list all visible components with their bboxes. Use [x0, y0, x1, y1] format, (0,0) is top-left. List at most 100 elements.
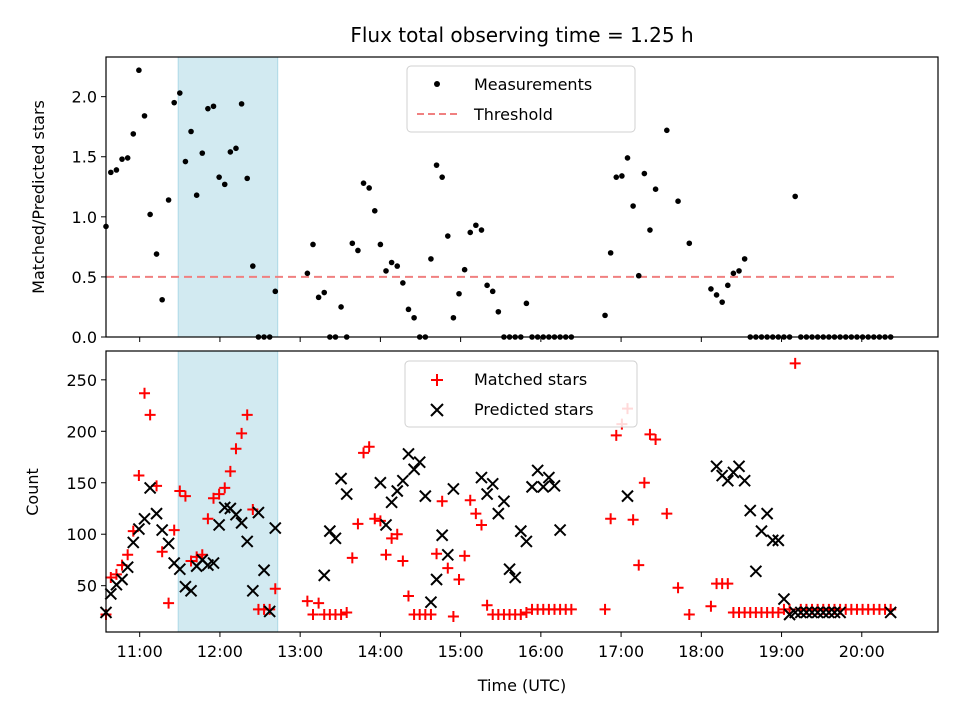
top-legend-box — [406, 65, 636, 133]
matched-star-point — [224, 465, 236, 477]
top-marks-layer — [103, 67, 894, 340]
predicted-star-point — [329, 532, 342, 545]
matched-star-point — [610, 429, 622, 441]
measurement-point — [355, 247, 361, 254]
measurement-point — [467, 229, 474, 236]
measurement-point — [136, 67, 142, 74]
predicted-star-point — [884, 606, 897, 619]
predicted-star-point — [127, 536, 140, 549]
measurement-point — [238, 101, 245, 107]
measurement-point — [450, 314, 457, 321]
matched-star-point — [402, 590, 414, 602]
x-tick-label: 11:00 — [117, 642, 163, 661]
y-tick-label: 150 — [66, 474, 97, 493]
x-tick-label: 14:00 — [357, 642, 403, 661]
predicted-star-point — [402, 447, 415, 461]
measurement-point — [388, 259, 395, 266]
bottom-x-axis-label: Time (UTC) — [477, 676, 566, 695]
legend-matched-marker — [431, 374, 443, 386]
measurement-point — [171, 99, 177, 106]
predicted-star-point — [520, 535, 533, 548]
matched-star-point — [264, 603, 276, 615]
bottom-y-axis: 50 100 150 200 250 — [66, 371, 106, 596]
measurement-point — [647, 227, 653, 233]
measurement-point — [724, 282, 731, 289]
measurement-point — [182, 158, 189, 165]
measurement-point — [141, 113, 148, 119]
matched-star-point — [520, 606, 532, 618]
measurement-point — [484, 282, 490, 289]
matched-star-point — [633, 559, 645, 571]
highlight-span — [177, 56, 279, 338]
predicted-star-point — [794, 606, 808, 619]
predicted-star-point — [486, 477, 499, 490]
measurement-point — [360, 180, 367, 186]
matched-star-point — [341, 606, 353, 618]
matched-star-point — [335, 609, 347, 621]
predicted-star-point — [246, 584, 260, 598]
matched-star-point — [683, 609, 695, 621]
matched-star-point — [644, 428, 656, 440]
legend-threshold-label: Threshold — [473, 105, 553, 124]
predicted-star-point — [269, 521, 282, 535]
matched-star-point — [144, 409, 156, 421]
bottom-plot-frame — [105, 350, 939, 633]
top-x-axis — [139, 337, 863, 342]
measurement-point — [321, 289, 328, 296]
predicted-star-point — [497, 495, 511, 508]
predicted-star-point — [179, 580, 192, 593]
predicted-star-point — [744, 504, 757, 517]
matched-star-point — [202, 513, 214, 525]
matched-star-point — [213, 488, 225, 500]
measurement-point — [250, 263, 256, 269]
predicted-star-point — [435, 529, 449, 542]
predicted-star-point — [788, 606, 802, 619]
measurement-point — [652, 186, 659, 192]
top-y-axis: 0.0 0.5 1.0 1.5 2.0 — [72, 88, 106, 347]
legend-predicted-label: Predicted stars — [474, 400, 594, 419]
measurement-point — [244, 175, 251, 182]
predicted-star-point — [525, 480, 539, 494]
predicted-star-point — [155, 523, 169, 537]
predicted-star-point — [257, 564, 271, 577]
bottom-panel: 50 100 150 200 250 11:00 12:00 13:00 14:00 15:00… — [23, 350, 939, 695]
measurement-point — [400, 280, 406, 286]
measurement-point — [792, 193, 798, 200]
predicted-star-point — [621, 489, 634, 503]
measurement-point — [233, 145, 239, 152]
predicted-star-point — [419, 489, 432, 503]
matched-star-point — [358, 447, 370, 459]
matched-star-point — [346, 552, 358, 564]
measurement-point — [153, 251, 160, 257]
matched-star-point — [196, 549, 208, 561]
measurement-point — [108, 169, 114, 176]
matched-star-point — [447, 611, 459, 623]
measurement-point — [130, 131, 137, 137]
predicted-star-point — [542, 471, 556, 484]
predicted-star-point — [104, 587, 118, 601]
bottom-legend: Matched stars Predicted stars — [404, 360, 638, 428]
matched-star-point — [464, 494, 476, 506]
measurement-point — [641, 170, 648, 177]
y-tick-label: 100 — [66, 525, 97, 544]
matched-star-point — [133, 470, 145, 482]
predicted-star-point — [732, 460, 746, 473]
predicted-star-point — [553, 523, 567, 537]
measurement-point — [394, 263, 401, 269]
measurement-point — [199, 150, 206, 156]
predicted-star-point — [508, 571, 522, 584]
predicted-star-point — [430, 573, 443, 586]
predicted-star-point — [537, 480, 550, 494]
predicted-star-point — [323, 524, 337, 538]
y-tick-label: 200 — [66, 422, 97, 441]
matched-star-point — [475, 519, 487, 531]
predicted-star-point — [385, 496, 398, 509]
legend-measurement-marker — [434, 81, 440, 87]
predicted-star-point — [340, 487, 353, 501]
measurement-point — [159, 296, 165, 303]
measurement-point — [624, 155, 631, 161]
predicted-star-point — [475, 471, 488, 484]
predicted-star-point — [447, 482, 460, 496]
measurement-point — [461, 266, 468, 273]
predicted-star-point — [805, 606, 819, 619]
